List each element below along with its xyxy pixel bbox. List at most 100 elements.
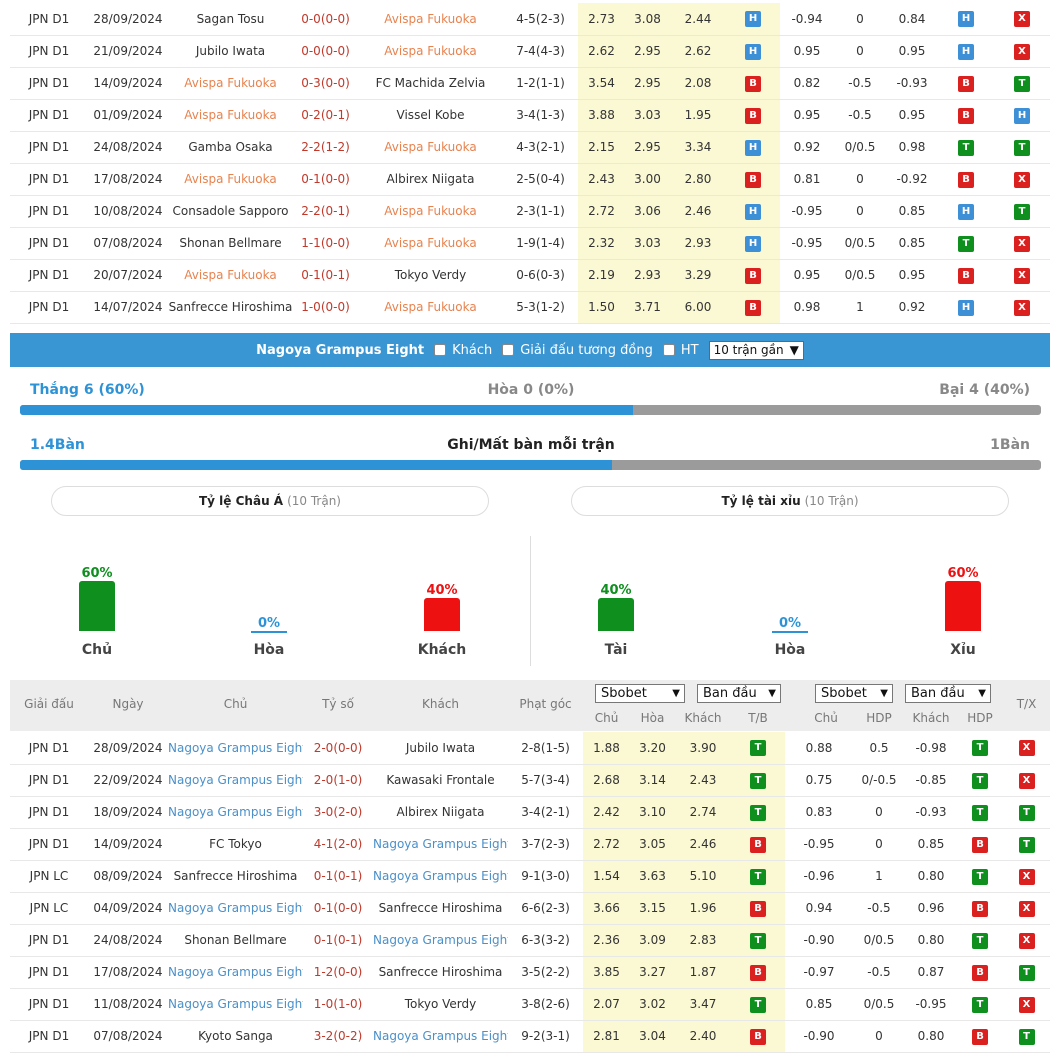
hdp-home: 0.85	[785, 988, 853, 1021]
home-team[interactable]: Jubilo Iwata	[168, 35, 293, 68]
away-team[interactable]: Sanfrecce Hiroshima	[373, 892, 508, 925]
away-team[interactable]: Nagoya Grampus Eight	[373, 924, 508, 957]
away-team[interactable]: Avispa Fukuoka	[358, 35, 503, 68]
home-team[interactable]: Shonan Bellmare	[168, 924, 303, 957]
col-odds-home: Chủ	[594, 711, 619, 725]
hdp-away: 0.80	[905, 1020, 957, 1053]
ou-result-cell: X	[1003, 924, 1050, 957]
odds-type-select-1[interactable]: Ban đầu ▼	[697, 684, 781, 703]
home-team[interactable]: Nagoya Grampus Eight	[168, 732, 303, 765]
home-team[interactable]: Sanfrecce Hiroshima	[168, 860, 303, 893]
home-team[interactable]: Avispa Fukuoka	[168, 67, 293, 100]
table-row[interactable]: JPN D1 11/08/2024 Nagoya Grampus Eight 1-0(…	[10, 988, 1050, 1021]
home-team[interactable]: FC Tokyo	[168, 828, 303, 861]
table-row[interactable]: JPN D1 01/09/2024 Avispa Fukuoka 0-2(0-1) Vi…	[10, 99, 1050, 132]
result-cell: B	[726, 163, 780, 196]
goals-title: Ghi/Mất bàn mỗi trận	[447, 437, 615, 453]
away-team[interactable]: Avispa Fukuoka	[358, 227, 503, 260]
odds-away: 6.00	[670, 291, 726, 324]
table-row[interactable]: JPN D1 28/09/2024 Nagoya Grampus Eight 2-0(…	[10, 732, 1050, 765]
same-league-filter[interactable]: Giải đấu tương đồng	[502, 343, 653, 358]
table-row[interactable]: JPN D1 14/09/2024 FC Tokyo 4-1(2-0) Nagoya G…	[10, 828, 1050, 861]
result-badge: B	[750, 836, 766, 853]
table-row[interactable]: JPN D1 24/08/2024 Gamba Osaka 2-2(1-2) Avisp…	[10, 131, 1050, 164]
home-team[interactable]: Nagoya Grampus Eight	[168, 796, 303, 829]
table-row[interactable]: JPN D1 17/08/2024 Avispa Fukuoka 0-1(0-0) Al…	[10, 163, 1050, 196]
col-hdp-away: Khách	[912, 711, 950, 725]
table-row[interactable]: JPN D1 21/09/2024 Jubilo Iwata 0-0(0-0) Avis…	[10, 35, 1050, 68]
hdp-result-badge: B	[972, 1028, 988, 1045]
away-filter[interactable]: Khách	[434, 343, 492, 358]
col-hdp-result: HDP	[967, 711, 993, 725]
home-team[interactable]: Avispa Fukuoka	[168, 99, 293, 132]
percentage-bar	[251, 631, 287, 633]
ou-result-badge: X	[1014, 299, 1030, 316]
ou-result-cell: H	[994, 99, 1050, 132]
table-row[interactable]: JPN D1 18/09/2024 Nagoya Grampus Eight 3-0(…	[10, 796, 1050, 829]
away-team[interactable]: Nagoya Grampus Eight	[373, 860, 508, 893]
result-cell: T	[731, 796, 785, 829]
away-team[interactable]: Avispa Fukuoka	[358, 195, 503, 228]
away-team[interactable]: Avispa Fukuoka	[358, 3, 503, 36]
home-team[interactable]: Avispa Fukuoka	[168, 163, 293, 196]
table-row[interactable]: JPN D1 28/09/2024 Sagan Tosu 0-0(0-0) Avispa…	[10, 3, 1050, 36]
home-team[interactable]: Shonan Bellmare	[168, 227, 293, 260]
ht-checkbox[interactable]	[662, 344, 675, 356]
table-row[interactable]: JPN D1 20/07/2024 Avispa Fukuoka 0-1(0-1) To…	[10, 259, 1050, 292]
home-team[interactable]: Nagoya Grampus Eight	[168, 764, 303, 797]
home-team[interactable]: Nagoya Grampus Eight	[168, 956, 303, 989]
table-row[interactable]: JPN D1 22/09/2024 Nagoya Grampus Eight 2-0(…	[10, 764, 1050, 797]
match-score: 0-0(0-0)	[293, 35, 358, 68]
ht-filter[interactable]: HT	[662, 343, 699, 358]
ou-title-text: Tỷ lệ tài xỉu	[721, 494, 801, 508]
home-team[interactable]: Sagan Tosu	[168, 3, 293, 36]
away-team[interactable]: Jubilo Iwata	[373, 732, 508, 765]
away-team[interactable]: Nagoya Grampus Eight	[373, 1020, 508, 1053]
match-count-select[interactable]: 10 trận gần ▼	[708, 340, 804, 360]
hdp-result-badge: H	[958, 203, 974, 220]
home-team[interactable]: Consadole Sapporo	[168, 195, 293, 228]
table-row[interactable]: JPN D1 24/08/2024 Shonan Bellmare 0-1(0-1) N…	[10, 924, 1050, 957]
table-row[interactable]: JPN D1 07/08/2024 Kyoto Sanga 3-2(0-2) Nagoy…	[10, 1020, 1050, 1053]
match-date: 07/08/2024	[88, 227, 168, 260]
away-team[interactable]: Nagoya Grampus Eight	[373, 828, 508, 861]
hdp-away: 0.96	[905, 892, 957, 925]
corner-score: 6-6(2-3)	[508, 892, 583, 925]
away-team[interactable]: Tokyo Verdy	[358, 259, 503, 292]
col-home: Chủ	[223, 697, 248, 711]
hdp-line: 0	[853, 796, 905, 829]
table-row[interactable]: JPN D1 17/08/2024 Nagoya Grampus Eight 1-2(…	[10, 956, 1050, 989]
table-row[interactable]: JPN LC 04/09/2024 Nagoya Grampus Eight 0-1(…	[10, 892, 1050, 925]
hdp-home: 0.88	[785, 732, 853, 765]
away-team[interactable]: Albirex Niigata	[358, 163, 503, 196]
table-row[interactable]: JPN D1 10/08/2024 Consadole Sapporo 2-2(0-1…	[10, 195, 1050, 228]
home-team[interactable]: Kyoto Sanga	[168, 1020, 303, 1053]
away-team[interactable]: FC Machida Zelvia	[358, 67, 503, 100]
away-checkbox[interactable]	[434, 344, 447, 356]
home-team[interactable]: Nagoya Grampus Eight	[168, 988, 303, 1021]
bookmaker-select-1[interactable]: Sbobet ▼	[595, 684, 685, 703]
table-row[interactable]: JPN D1 14/07/2024 Sanfrecce Hiroshima 1-0(0…	[10, 291, 1050, 324]
odds-type-select-2[interactable]: Ban đầu ▼	[905, 684, 991, 703]
away-team[interactable]: Sanfrecce Hiroshima	[373, 956, 508, 989]
away-team[interactable]: Tokyo Verdy	[373, 988, 508, 1021]
away-team[interactable]: Avispa Fukuoka	[358, 291, 503, 324]
odds-type-1-value: Ban đầu	[703, 686, 757, 701]
away-team[interactable]: Avispa Fukuoka	[358, 131, 503, 164]
away-team[interactable]: Kawasaki Frontale	[373, 764, 508, 797]
table-row[interactable]: JPN D1 07/08/2024 Shonan Bellmare 1-1(0-0) A…	[10, 227, 1050, 260]
away-team[interactable]: Albirex Niigata	[373, 796, 508, 829]
home-team[interactable]: Nagoya Grampus Eight	[168, 892, 303, 925]
hdp-line: -0.5	[834, 99, 886, 132]
same-league-checkbox[interactable]	[502, 344, 515, 356]
table-row[interactable]: JPN LC 08/09/2024 Sanfrecce Hiroshima 0-1(0…	[10, 860, 1050, 893]
home-team[interactable]: Sanfrecce Hiroshima	[168, 291, 293, 324]
bookmaker-select-2[interactable]: Sbobet ▼	[815, 684, 893, 703]
home-team[interactable]: Gamba Osaka	[168, 131, 293, 164]
table-row[interactable]: JPN D1 14/09/2024 Avispa Fukuoka 0-3(0-0) FC…	[10, 67, 1050, 100]
corner-score: 3-4(2-1)	[508, 796, 583, 829]
hdp-result-badge: T	[958, 139, 974, 156]
away-team[interactable]: Vissel Kobe	[358, 99, 503, 132]
home-team[interactable]: Avispa Fukuoka	[168, 259, 293, 292]
match-date: 20/07/2024	[88, 259, 168, 292]
